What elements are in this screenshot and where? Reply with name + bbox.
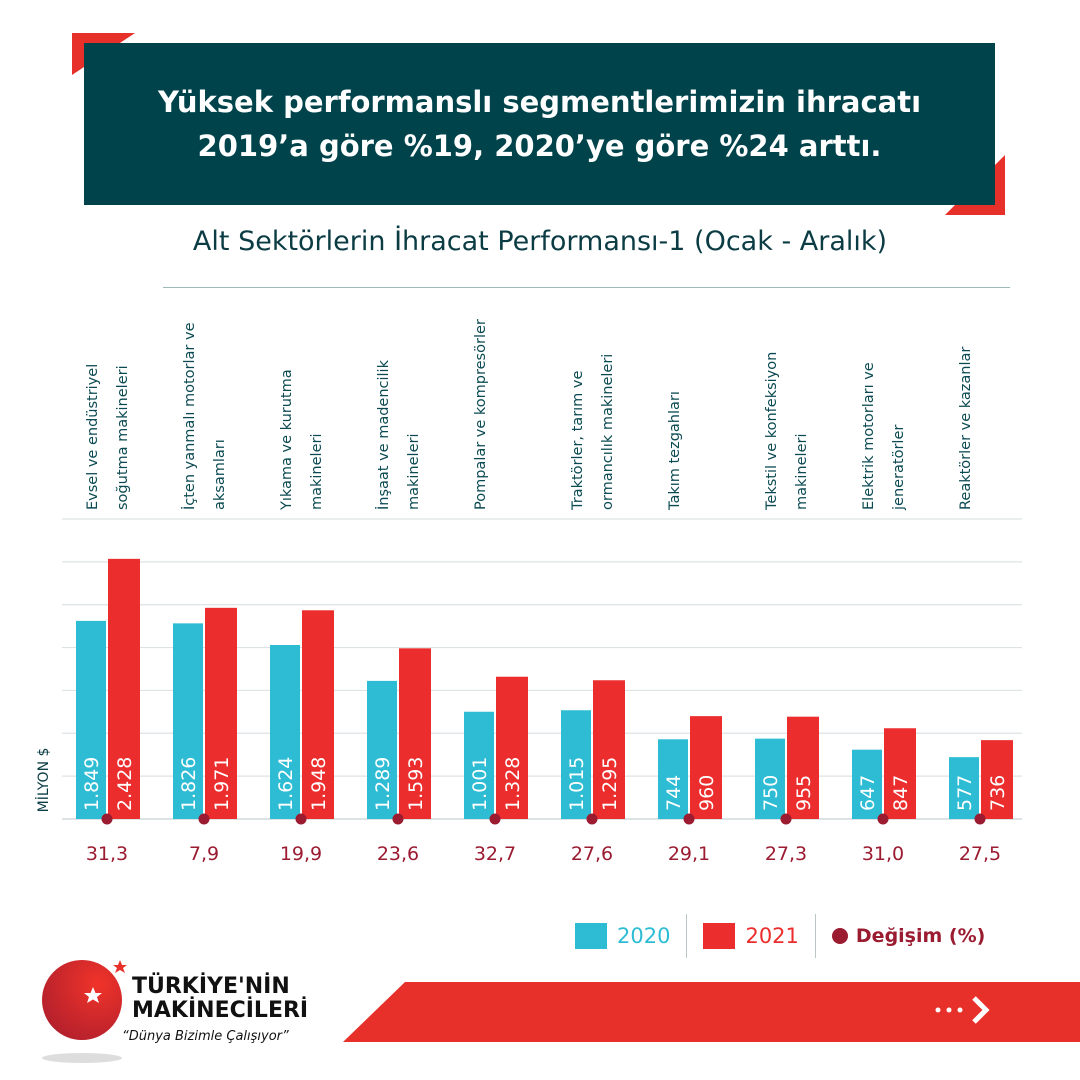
bar-2021 bbox=[787, 716, 819, 819]
bar-value-label: 1.826 bbox=[178, 757, 200, 811]
bar-2021 bbox=[981, 740, 1013, 819]
bar-value-label: 1.948 bbox=[308, 757, 330, 811]
logo-line-2: MAKİNECİLERİ bbox=[132, 998, 309, 1023]
legend-2020: 2020 bbox=[575, 923, 670, 949]
bar-2020 bbox=[173, 623, 203, 819]
bar-value-label: 960 bbox=[696, 775, 718, 811]
change-dot bbox=[392, 813, 404, 825]
change-dot bbox=[101, 813, 113, 825]
bar-value-label: 1.849 bbox=[81, 757, 103, 811]
bar-2021 bbox=[399, 648, 431, 819]
chart-title: Alt Sektörlerin İhracat Performansı-1 (O… bbox=[192, 226, 888, 257]
bar-2021 bbox=[205, 607, 237, 819]
change-dot bbox=[683, 813, 695, 825]
change-dot bbox=[877, 813, 889, 825]
bar-2020 bbox=[270, 645, 300, 819]
bar-value-label: 1.328 bbox=[502, 757, 524, 811]
change-value-label: 32,7 bbox=[474, 843, 516, 865]
bar-2020 bbox=[658, 739, 688, 819]
legend-change: Değişim (%) bbox=[831, 925, 986, 947]
bar-value-label: 1.001 bbox=[469, 757, 491, 811]
bar-value-label: 955 bbox=[793, 775, 815, 811]
legend-dot bbox=[831, 928, 848, 944]
change-value-label: 31,0 bbox=[862, 843, 904, 865]
bar-value-label: 1.295 bbox=[599, 757, 621, 811]
change-dot bbox=[295, 813, 307, 825]
bar-2021 bbox=[302, 610, 334, 819]
bar-2020 bbox=[755, 738, 785, 819]
bar-value-label: 1.289 bbox=[372, 757, 394, 811]
chevron-right-icon bbox=[935, 996, 990, 1024]
change-dot bbox=[780, 813, 792, 825]
header-line-2: 2019’a göre %19, 2020’ye göre %24 arttı. bbox=[197, 129, 882, 163]
change-dot bbox=[489, 813, 501, 825]
bar-2021 bbox=[690, 716, 722, 819]
bar-chart: MİLYON $ 1.849 2.428 31,3 1.826 1.971 7,9 1.624… bbox=[34, 518, 1022, 865]
logo-emblem bbox=[42, 960, 127, 1063]
change-value-label: 19,9 bbox=[280, 843, 322, 865]
logo-slogan: “Dünya Bizimle Çalışıyor” bbox=[122, 1029, 289, 1044]
bar-value-label: 847 bbox=[890, 775, 912, 811]
bar-2021 bbox=[884, 728, 916, 819]
legend-swatch-2021 bbox=[703, 923, 736, 949]
bar-2020 bbox=[949, 757, 979, 819]
bar-2020 bbox=[561, 710, 591, 819]
bar-2021 bbox=[496, 676, 528, 819]
bar-value-label: 577 bbox=[954, 775, 976, 811]
bar-value-label: 1.624 bbox=[275, 757, 297, 811]
change-value-label: 27,6 bbox=[571, 843, 613, 865]
change-value-label: 23,6 bbox=[377, 843, 419, 865]
change-value-label: 27,3 bbox=[765, 843, 807, 865]
bar-2020 bbox=[464, 711, 494, 819]
divider bbox=[163, 287, 1010, 288]
legend-swatch-2020 bbox=[575, 923, 607, 949]
bar-value-label: 736 bbox=[987, 775, 1009, 811]
bar-value-label: 647 bbox=[857, 775, 879, 811]
change-value-label: 7,9 bbox=[189, 843, 219, 865]
change-dot bbox=[586, 813, 598, 825]
bar-2020 bbox=[852, 749, 882, 819]
change-value-label: 29,1 bbox=[668, 843, 710, 865]
legend-label: Değişim (%) bbox=[855, 925, 986, 947]
change-dot bbox=[198, 813, 210, 825]
bar-value-label: 2.428 bbox=[114, 757, 136, 811]
header-line-1: Yüksek performanslı segmentlerimizin ihr… bbox=[157, 85, 922, 119]
next-button[interactable] bbox=[930, 995, 1000, 1025]
bar-value-label: 750 bbox=[760, 775, 782, 811]
change-value-label: 27,5 bbox=[959, 843, 1001, 865]
y-axis-label: MİLYON $ bbox=[34, 748, 52, 813]
bar-2020 bbox=[367, 680, 397, 819]
bar-2021 bbox=[593, 680, 625, 819]
legend-label: 2020 bbox=[617, 924, 671, 948]
logo-line-1: TÜRKİYE'NİN bbox=[132, 974, 290, 999]
legend-2021: 2021 bbox=[703, 923, 799, 949]
legend: 2020 2021 Değişim (%) bbox=[575, 914, 986, 958]
bar-value-label: 1.015 bbox=[566, 757, 588, 811]
legend-label: 2021 bbox=[745, 924, 799, 948]
legend-separator bbox=[686, 914, 688, 958]
bar-2021 bbox=[108, 558, 140, 819]
bar-value-label: 1.971 bbox=[211, 757, 233, 811]
change-value-label: 31,3 bbox=[86, 843, 128, 865]
header-banner: Yüksek performanslı segmentlerimizin ihr… bbox=[84, 43, 995, 205]
bar-value-label: 744 bbox=[663, 775, 685, 811]
legend-separator bbox=[814, 914, 816, 958]
change-dot bbox=[974, 813, 986, 825]
logo-text: TÜRKİYE'NİN MAKİNECİLERİ bbox=[132, 975, 308, 1023]
bar-2020 bbox=[76, 620, 106, 819]
bar-value-label: 1.593 bbox=[405, 757, 427, 811]
